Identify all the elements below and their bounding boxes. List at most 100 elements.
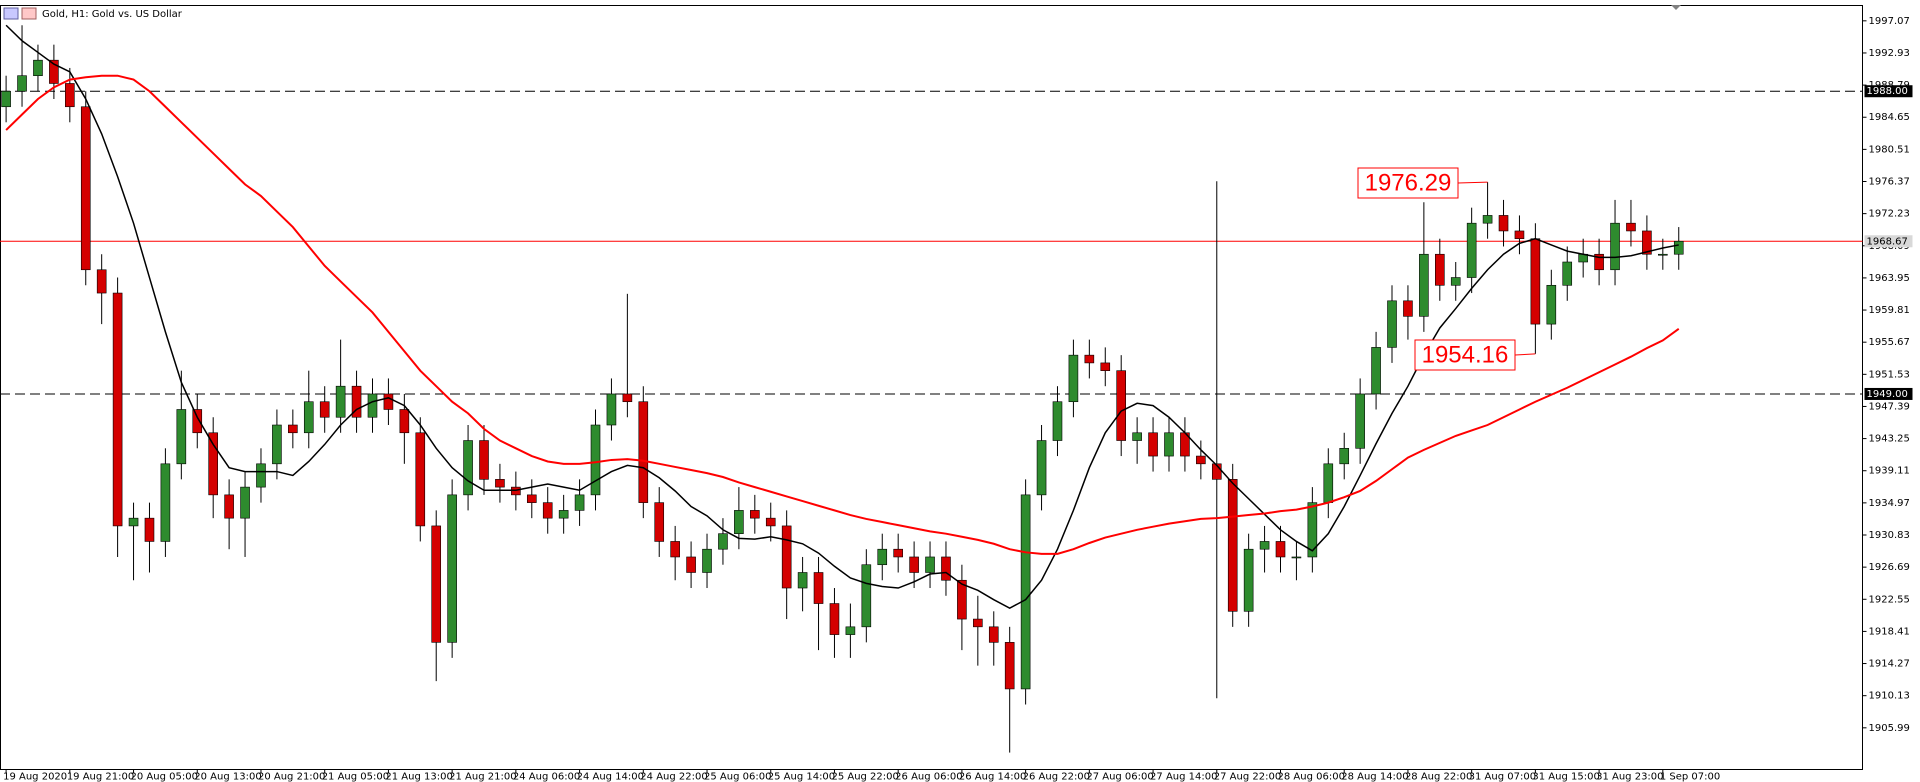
y-tick-label: 1922.55 [1869, 594, 1910, 605]
x-tick-label: 26 Aug 22:00 [1023, 772, 1090, 782]
y-tick-label: 1959.81 [1869, 305, 1910, 316]
candle-body [192, 409, 203, 434]
candle-body [526, 494, 537, 503]
candle-body [781, 525, 792, 589]
candle-body [765, 517, 776, 527]
y-tick-label: 1943.25 [1869, 434, 1910, 445]
candle-body [1435, 253, 1445, 286]
x-tick-label: 24 Aug 06:00 [513, 772, 580, 782]
candle-body [160, 463, 171, 542]
candle-body [1610, 222, 1620, 271]
candle-body [1084, 354, 1095, 364]
candle-body [574, 494, 585, 511]
candle-body [96, 269, 107, 294]
x-tick-label: 21 Aug 05:00 [322, 772, 389, 782]
indicator-line [5, 24, 1679, 610]
x-tick-label: 24 Aug 14:00 [577, 772, 644, 782]
candle-body [224, 494, 234, 519]
candle-body [1466, 222, 1477, 278]
candle-body [909, 556, 919, 573]
candle-body [606, 393, 617, 426]
y-tick-label: 1980.51 [1869, 144, 1910, 155]
candle-body [288, 424, 298, 434]
candle-body [1211, 463, 1222, 480]
candle-body [17, 75, 27, 92]
x-tick-label: 21 Aug 21:00 [449, 772, 516, 782]
candle-body [1259, 541, 1270, 550]
candle-body [718, 533, 728, 550]
candle-body [590, 424, 601, 496]
candle-body [893, 548, 903, 558]
y-tick-label: 1951.53 [1869, 369, 1910, 380]
y-tick-label: 1926.69 [1869, 562, 1910, 573]
candle-body [383, 393, 394, 410]
candle-body [463, 440, 473, 496]
y-tick-label: 1918.41 [1869, 626, 1910, 637]
candle-body [511, 486, 521, 496]
level-label-box [1864, 235, 1913, 248]
candle-body [877, 548, 888, 566]
candle-body [1594, 253, 1604, 271]
y-tick-label: 1930.83 [1869, 530, 1910, 541]
candle-body [1100, 362, 1111, 371]
candle-body [415, 432, 426, 527]
candle-body [1004, 642, 1015, 690]
candle-body [861, 564, 872, 628]
candle-body [1387, 300, 1397, 348]
candle-body [813, 572, 824, 604]
candle-body [1562, 261, 1573, 286]
level-label-box [1864, 387, 1913, 400]
candle-body [1482, 215, 1493, 224]
candle-body [1, 90, 11, 108]
y-tick-label: 1984.65 [1869, 112, 1910, 123]
level-label: 1949.00 [1867, 389, 1908, 400]
x-tick-label: 28 Aug 06:00 [1278, 772, 1345, 782]
candle-body [829, 603, 840, 635]
candle-body [988, 626, 999, 643]
y-tick-label: 1910.13 [1869, 691, 1910, 702]
candle-body [303, 401, 314, 434]
candle-body [1020, 494, 1031, 690]
x-tick-label: 28 Aug 14:00 [1341, 772, 1408, 782]
x-tick-label: 31 Aug 07:00 [1469, 772, 1536, 782]
x-tick-label: 21 Aug 13:00 [385, 772, 452, 782]
candle-body [1164, 432, 1174, 457]
symbol-icon [21, 7, 37, 20]
candle-body [1514, 230, 1525, 240]
candle-body [1355, 393, 1365, 449]
annotation-box [1414, 339, 1516, 371]
candle-body [845, 626, 856, 635]
y-tick-label: 1976.37 [1869, 177, 1910, 188]
symbol-icon [3, 7, 19, 20]
candle-body [1371, 347, 1381, 395]
candle-body [1116, 370, 1126, 441]
x-tick-label: 25 Aug 22:00 [831, 772, 898, 782]
candle-body [1403, 300, 1413, 317]
x-tick-label: 19 Aug 2020 [3, 772, 67, 782]
x-tick-label: 25 Aug 06:00 [704, 772, 771, 782]
candle-body [1275, 541, 1286, 558]
x-tick-label: 1 Sep 07:00 [1660, 772, 1720, 782]
candle-body [654, 502, 665, 542]
candle-body [208, 432, 218, 496]
candle-body [351, 385, 362, 418]
level-label-box [1864, 85, 1913, 98]
indicator-line [5, 74, 1680, 555]
candle-body [957, 579, 967, 620]
annotation-label: 1976.29 [1365, 169, 1452, 196]
candle-body [33, 59, 43, 77]
candle-body [431, 525, 442, 643]
x-tick-label: 31 Aug 23:00 [1596, 772, 1663, 782]
candle-body [256, 463, 266, 488]
y-tick-label: 1997.07 [1869, 16, 1910, 27]
candle-body [49, 59, 59, 84]
candle-body [1626, 222, 1636, 232]
candle-body [797, 572, 808, 589]
candle-body [622, 393, 633, 403]
annotation-box [1357, 167, 1459, 199]
candle-body [542, 502, 553, 519]
candle-body [447, 494, 457, 643]
candle-body [176, 409, 187, 465]
level-label: 1968.67 [1867, 236, 1908, 247]
x-tick-label: 27 Aug 14:00 [1150, 772, 1217, 782]
